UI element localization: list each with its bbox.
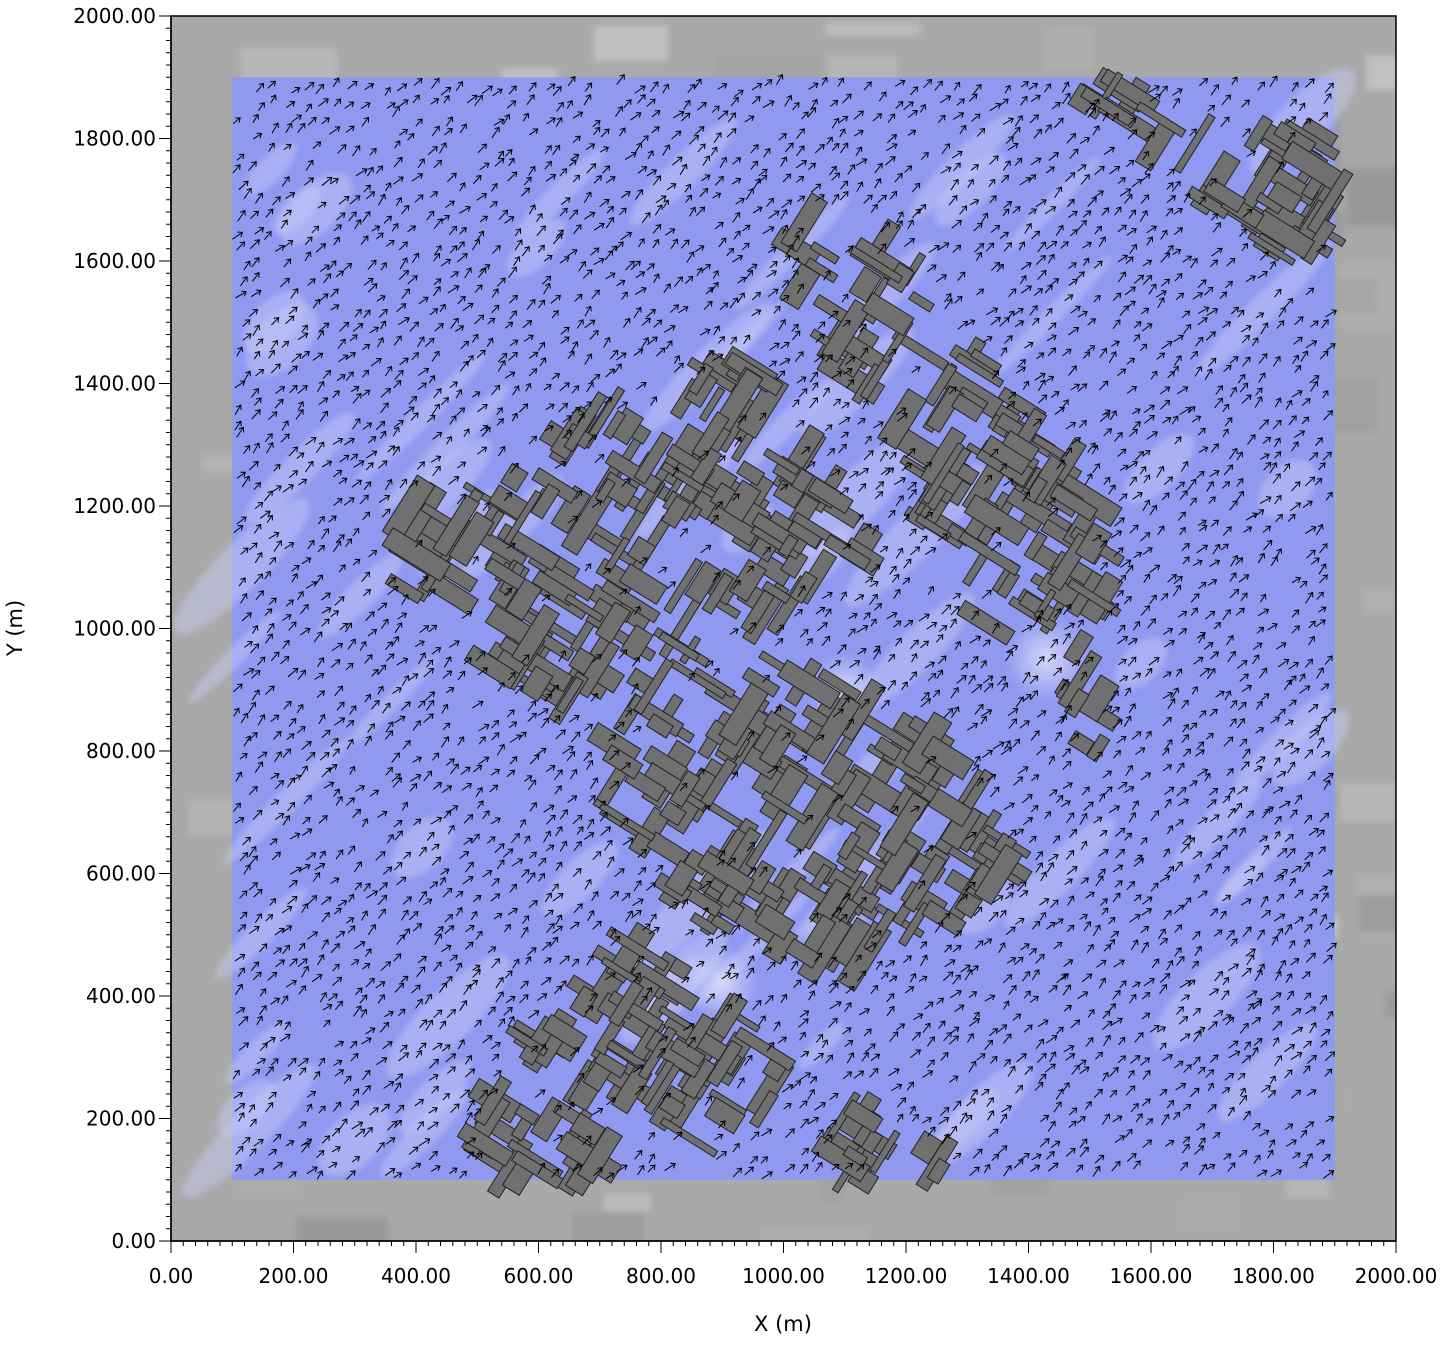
y-tick-label: 2000.00 bbox=[73, 4, 156, 28]
plot-area bbox=[159, 16, 1443, 1295]
background-map-patch bbox=[1341, 783, 1396, 821]
background-map-patch bbox=[825, 23, 921, 36]
x-tick-label: 1000.00 bbox=[742, 1264, 825, 1288]
y-tick-label: 200.00 bbox=[86, 1107, 156, 1131]
x-tick-label: 200.00 bbox=[259, 1264, 329, 1288]
background-map-patch bbox=[1346, 167, 1425, 226]
y-axis: 0.00 200.00 400.00 600.00 800.00 1000.00 1200.… bbox=[73, 4, 171, 1253]
y-tick-label: 1000.00 bbox=[73, 617, 156, 641]
background-map-patch bbox=[604, 1194, 651, 1211]
y-tick-label: 1600.00 bbox=[73, 249, 156, 273]
background-map-patch bbox=[1359, 895, 1443, 932]
background-map-patch bbox=[1385, 991, 1443, 1017]
x-axis: 0.00 200.00 400.00 600.00 800.00 1000.00 1200.… bbox=[149, 1241, 1438, 1288]
background-map-patch bbox=[1363, 589, 1443, 615]
y-tick-label: 1200.00 bbox=[73, 494, 156, 518]
x-axis-title: X (m) bbox=[754, 1312, 812, 1336]
x-tick-label: 600.00 bbox=[504, 1264, 574, 1288]
x-tick-label: 1200.00 bbox=[865, 1264, 948, 1288]
x-tick-label: 400.00 bbox=[381, 1264, 451, 1288]
x-tick-label: 1400.00 bbox=[987, 1264, 1070, 1288]
y-axis-title: Y (m) bbox=[3, 600, 27, 657]
background-map-patch bbox=[593, 26, 668, 61]
y-tick-label: 0.00 bbox=[111, 1229, 156, 1253]
y-tick-label: 800.00 bbox=[86, 739, 156, 763]
x-tick-label: 0.00 bbox=[149, 1264, 194, 1288]
background-map-patch bbox=[1366, 55, 1423, 90]
y-tick-label: 1400.00 bbox=[73, 372, 156, 396]
y-tick-label: 1800.00 bbox=[73, 127, 156, 151]
x-tick-label: 800.00 bbox=[626, 1264, 696, 1288]
background-map-patch bbox=[1046, 28, 1094, 70]
y-tick-label: 400.00 bbox=[86, 984, 156, 1008]
x-tick-label: 1600.00 bbox=[1110, 1264, 1193, 1288]
background-map-patch bbox=[1177, 1195, 1241, 1230]
x-tick-label: 2000.00 bbox=[1355, 1264, 1438, 1288]
x-tick-label: 1800.00 bbox=[1232, 1264, 1315, 1288]
y-tick-label: 600.00 bbox=[86, 862, 156, 886]
